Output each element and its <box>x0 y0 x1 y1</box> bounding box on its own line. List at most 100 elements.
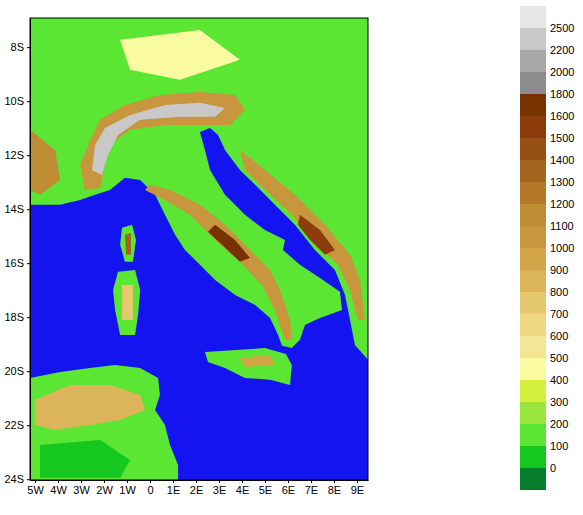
terrain-region <box>208 225 250 262</box>
colorbar-swatch <box>520 50 546 72</box>
colorbar-label: 2200 <box>550 44 574 56</box>
terrain-region <box>92 103 225 175</box>
tick-label: 2W <box>96 484 113 496</box>
terrain-region <box>120 225 136 262</box>
tick-label: 4W <box>50 484 67 496</box>
colorbar-label: 1500 <box>550 132 574 144</box>
tick-label: 5E <box>259 484 272 496</box>
tick-label: 3E <box>213 484 226 496</box>
tick: 4E <box>236 480 249 496</box>
terrain-region <box>122 285 133 320</box>
tick-label: 16S <box>4 257 24 269</box>
colorbar-label: 1600 <box>550 110 574 122</box>
terrain-region <box>240 150 365 320</box>
x-axis: 5W4W3W2W1W01E2E3E4E5E6E7E8E9E <box>27 480 368 496</box>
colorbar-swatch <box>520 468 546 490</box>
colorbar-swatch <box>520 138 546 160</box>
tick: 4W <box>50 480 67 496</box>
tick: 1W <box>119 480 136 496</box>
tick-label: 5W <box>27 484 44 496</box>
tick-label: 1E <box>167 484 180 496</box>
terrain-region <box>35 385 145 430</box>
colorbar-label: 800 <box>550 286 568 298</box>
map-svg: 5W4W3W2W1W01E2E3E4E5E6E7E8E9E8S10S12S14S… <box>0 0 583 515</box>
colorbar-label: 1300 <box>550 176 574 188</box>
colorbar-swatch <box>520 72 546 94</box>
tick-label: 0 <box>147 484 153 496</box>
tick-label: 4E <box>236 484 249 496</box>
tick-label: 14S <box>4 203 24 215</box>
tick-label: 8S <box>11 41 24 53</box>
tick: 5W <box>27 480 44 496</box>
colorbar-swatch <box>520 402 546 424</box>
terrain-region <box>80 92 245 190</box>
colorbar-swatch <box>520 358 546 380</box>
colorbar-label: 400 <box>550 374 568 386</box>
colorbar-swatch <box>520 314 546 336</box>
tick-label: 10S <box>4 95 24 107</box>
terrain-region <box>205 348 292 385</box>
terrain-region <box>113 270 140 335</box>
colorbar-swatch <box>520 28 546 50</box>
terrain-region <box>40 440 130 478</box>
colorbar-label: 1800 <box>550 88 574 100</box>
colorbar-label: 1000 <box>550 242 574 254</box>
tick: 22S <box>4 419 30 431</box>
tick: 12S <box>4 149 30 161</box>
terrain-region <box>30 130 60 195</box>
tick: 2E <box>190 480 203 496</box>
map-area <box>30 18 368 480</box>
tick: 0 <box>147 480 153 496</box>
tick-label: 1W <box>119 484 136 496</box>
terrain-region <box>120 30 240 80</box>
colorbar-label: 1400 <box>550 154 574 166</box>
tick-label: 3W <box>73 484 90 496</box>
tick: 8S <box>11 41 30 53</box>
tick: 7E <box>305 480 318 496</box>
colorbar-swatch <box>520 446 546 468</box>
terrain-region <box>30 18 368 360</box>
terrain-region <box>125 233 131 255</box>
colorbar-swatch <box>520 292 546 314</box>
chart-container: 5W4W3W2W1W01E2E3E4E5E6E7E8E9E8S10S12S14S… <box>0 0 583 515</box>
tick-label: 2E <box>190 484 203 496</box>
tick-label: 7E <box>305 484 318 496</box>
colorbar-label: 300 <box>550 396 568 408</box>
terrain-region <box>145 185 292 340</box>
colorbar-label: 700 <box>550 308 568 320</box>
tick: 10S <box>4 95 30 107</box>
colorbar-label: 2000 <box>550 66 574 78</box>
colorbar-label: 2500 <box>550 22 574 34</box>
colorbar-label: 600 <box>550 330 568 342</box>
terrain-region <box>240 355 275 367</box>
colorbar-swatch <box>520 182 546 204</box>
tick-label: 20S <box>4 365 24 377</box>
tick: 20S <box>4 365 30 377</box>
tick: 1E <box>167 480 180 496</box>
tick: 8E <box>328 480 341 496</box>
tick-label: 18S <box>4 311 24 323</box>
tick: 18S <box>4 311 30 323</box>
tick: 3E <box>213 480 226 496</box>
tick-label: 8E <box>328 484 341 496</box>
tick-label: 6E <box>282 484 295 496</box>
colorbar: 0100200300400500600700800900100011001200… <box>520 6 574 490</box>
colorbar-swatch <box>520 116 546 138</box>
sea <box>30 18 368 480</box>
colorbar-swatch <box>520 424 546 446</box>
tick: 16S <box>4 257 30 269</box>
tick: 24S <box>4 473 30 485</box>
colorbar-label: 0 <box>550 462 556 474</box>
map-frame <box>30 18 368 480</box>
colorbar-label: 1200 <box>550 198 574 210</box>
tick: 6E <box>282 480 295 496</box>
colorbar-label: 500 <box>550 352 568 364</box>
colorbar-swatch <box>520 248 546 270</box>
colorbar-swatch <box>520 226 546 248</box>
colorbar-swatch <box>520 6 546 28</box>
terrain-region <box>30 365 178 480</box>
colorbar-swatch <box>520 160 546 182</box>
terrain-region <box>298 215 335 255</box>
colorbar-label: 100 <box>550 440 568 452</box>
tick: 2W <box>96 480 113 496</box>
